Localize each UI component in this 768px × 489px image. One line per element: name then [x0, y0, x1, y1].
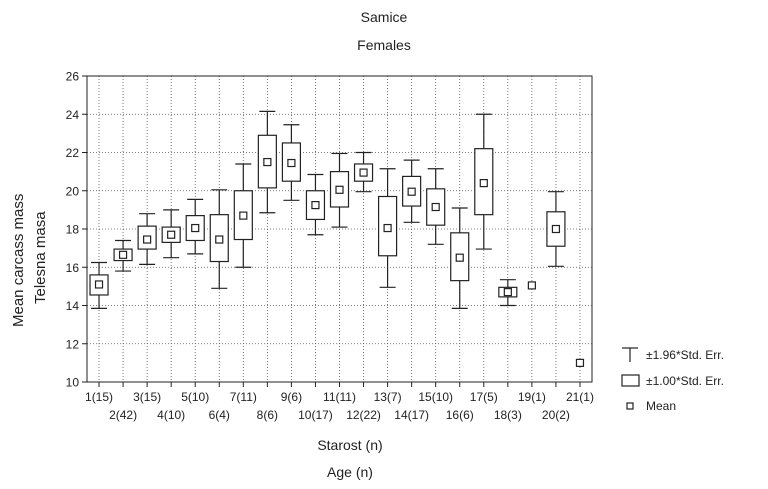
x-tick-label: 6(4) — [209, 408, 230, 422]
x-tick-label: 10(17) — [298, 408, 333, 422]
y-tick-label: 20 — [66, 184, 80, 198]
mean-marker — [527, 281, 536, 290]
legend-label-ci: ±1.96*Std. Err. — [646, 348, 724, 362]
y-tick-label: 24 — [66, 108, 80, 122]
x-tick-label: 21(1) — [566, 390, 594, 404]
mean-marker — [167, 230, 176, 239]
x-tick-label: 17(5) — [470, 390, 498, 404]
x-tick-label: 8(6) — [257, 408, 278, 422]
mean-marker — [383, 223, 392, 233]
x-axis-label-secondary: Age (n) — [327, 464, 373, 480]
mean-marker — [94, 280, 104, 289]
mean-marker — [431, 202, 440, 212]
x-tick-label: 20(2) — [542, 408, 570, 422]
mean-marker — [551, 224, 561, 234]
mean-marker — [575, 358, 585, 367]
x-tick-label: 11(11) — [323, 390, 356, 404]
x-tick-label: 5(10) — [181, 390, 209, 404]
y-tick-label: 10 — [66, 376, 80, 390]
x-tick-label: 18(3) — [494, 408, 522, 422]
mean-marker — [335, 185, 344, 194]
mean-marker — [503, 288, 512, 297]
x-tick-label: 12(22) — [346, 408, 381, 422]
y-tick-label: 12 — [66, 337, 80, 351]
legend-label-mean: Mean — [646, 399, 676, 413]
x-tick-label: 4(10) — [157, 408, 185, 422]
x-axis-label: Starost (n) — [317, 437, 383, 453]
legend-label-se: ±1.00*Std. Err. — [646, 374, 724, 388]
chart-subtitle: Females — [357, 37, 411, 53]
mean-marker — [479, 179, 488, 188]
mean-marker — [455, 253, 464, 262]
x-tick-label: 19(1) — [518, 390, 546, 404]
mean-marker — [215, 235, 224, 244]
x-tick-label: 1(15) — [85, 390, 113, 404]
mean-marker — [191, 223, 200, 233]
x-tick-label: 15(10) — [418, 390, 453, 404]
y-tick-label: 26 — [66, 70, 80, 84]
mean-marker — [287, 158, 296, 168]
mean-marker — [407, 187, 416, 196]
mean-marker — [359, 168, 368, 177]
mean-marker — [311, 200, 320, 210]
legend-box-symbol — [621, 374, 640, 387]
chart-title: Samice — [360, 9, 408, 25]
x-tick-label: 14(17) — [394, 408, 429, 422]
y-tick-label: 14 — [66, 299, 80, 313]
legend-mean-symbol — [626, 402, 634, 410]
y-tick-label: 18 — [66, 223, 80, 237]
y-tick-label: 22 — [66, 146, 80, 160]
mean-marker — [143, 235, 152, 244]
mean-marker — [118, 250, 128, 259]
mean-marker — [263, 157, 272, 167]
x-tick-label: 2(42) — [109, 408, 137, 422]
x-tick-label: 9(6) — [281, 390, 302, 404]
x-tick-label: 13(7) — [374, 390, 402, 404]
x-tick-label: 16(6) — [446, 408, 474, 422]
x-tick-label: 7(11) — [230, 390, 257, 404]
y-tick-label: 16 — [66, 261, 80, 275]
x-tick-label: 3(15) — [133, 390, 161, 404]
mean-marker — [239, 211, 248, 220]
